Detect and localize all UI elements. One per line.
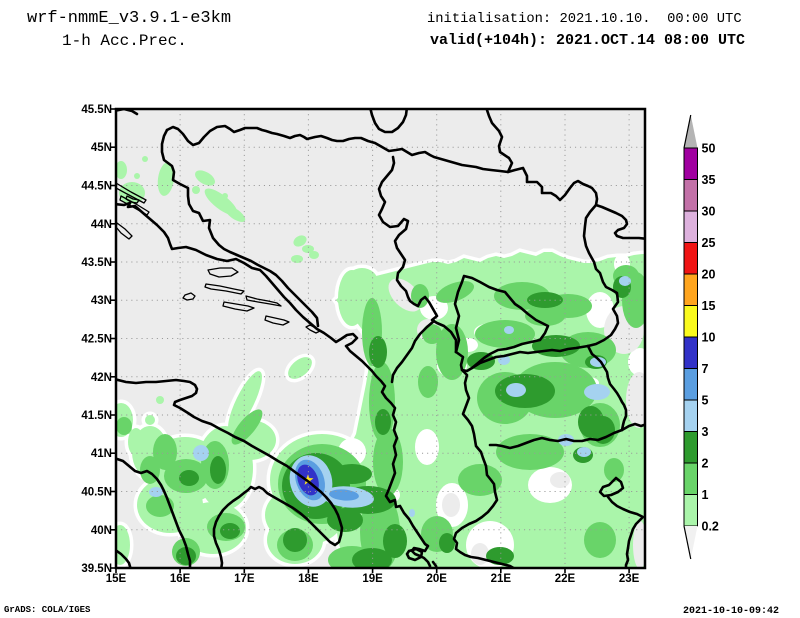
svg-text:41.5N: 41.5N (81, 410, 112, 422)
svg-text:43N: 43N (91, 295, 112, 307)
svg-text:15E: 15E (106, 573, 127, 585)
svg-text:2021-10-10-09:42: 2021-10-10-09:42 (683, 606, 779, 617)
svg-text:22E: 22E (555, 573, 576, 585)
svg-text:wrf-nmmE_v3.9.1-e3km: wrf-nmmE_v3.9.1-e3km (27, 9, 231, 28)
svg-text:5: 5 (702, 394, 709, 408)
svg-text:30: 30 (702, 205, 716, 219)
svg-text:39.5N: 39.5N (81, 563, 112, 575)
svg-text:35: 35 (702, 173, 716, 187)
svg-text:19E: 19E (362, 573, 383, 585)
svg-text:1-h Acc.Prec.: 1-h Acc.Prec. (62, 32, 187, 50)
svg-text:0.2: 0.2 (702, 520, 719, 534)
svg-text:44N: 44N (91, 219, 112, 231)
svg-text:15: 15 (702, 299, 716, 313)
svg-text:44.5N: 44.5N (81, 181, 112, 193)
svg-text:25: 25 (702, 236, 716, 250)
svg-text:45N: 45N (91, 142, 112, 154)
svg-text:40N: 40N (91, 525, 112, 537)
svg-text:20: 20 (702, 268, 716, 282)
svg-text:43.5N: 43.5N (81, 257, 112, 269)
svg-text:40.5N: 40.5N (81, 487, 112, 499)
svg-text:45.5N: 45.5N (81, 104, 112, 116)
svg-text:23E: 23E (619, 573, 640, 585)
svg-text:41N: 41N (91, 448, 112, 460)
svg-text:valid(+104h): 2021.OCT.14 08:0: valid(+104h): 2021.OCT.14 08:00 UTC (430, 32, 745, 49)
svg-text:21E: 21E (491, 573, 512, 585)
svg-text:20E: 20E (426, 573, 447, 585)
svg-text:3: 3 (702, 425, 709, 439)
svg-text:initialisation: 2021.10.10. 0: initialisation: 2021.10.10. 00:00 UTC (427, 11, 742, 27)
svg-text:42.5N: 42.5N (81, 334, 112, 346)
svg-text:10: 10 (702, 331, 716, 345)
svg-text:50: 50 (702, 142, 716, 156)
svg-text:7: 7 (702, 362, 709, 376)
svg-text:16E: 16E (170, 573, 191, 585)
svg-text:2: 2 (702, 457, 709, 471)
svg-text:18E: 18E (298, 573, 319, 585)
svg-text:1: 1 (702, 488, 709, 502)
svg-text:GrADS: COLA/IGES: GrADS: COLA/IGES (4, 605, 91, 615)
svg-text:17E: 17E (234, 573, 255, 585)
svg-text:42N: 42N (91, 372, 112, 384)
